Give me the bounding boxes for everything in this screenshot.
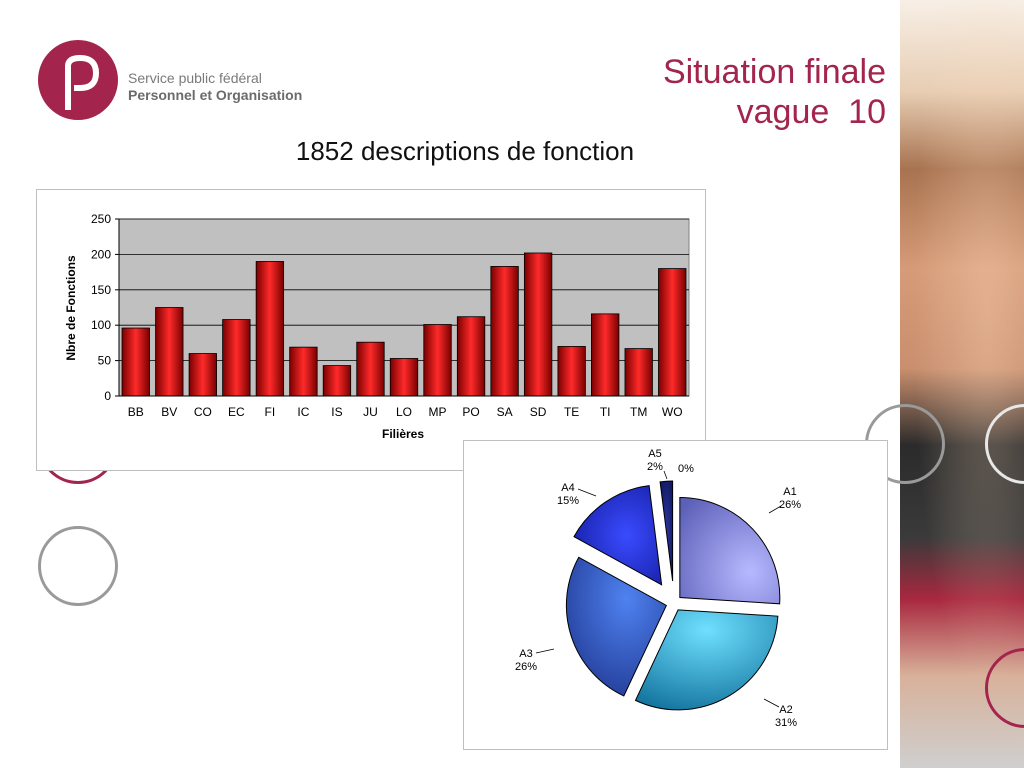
bar-PO <box>456 316 486 397</box>
x-tick-label: TE <box>564 405 579 419</box>
bar-EC <box>222 319 251 397</box>
pie-percent: 31% <box>775 717 797 729</box>
y-tick-label: 100 <box>91 318 111 332</box>
y-tick-label: 0 <box>104 389 111 403</box>
x-tick-label: JU <box>363 405 378 419</box>
x-tick-label: TI <box>600 405 611 419</box>
person-photo <box>900 0 1024 768</box>
bar-FI <box>255 261 285 397</box>
bar-BB <box>121 327 150 397</box>
y-tick-label: 250 <box>91 212 111 226</box>
decor-circle-gray <box>38 526 118 606</box>
x-tick-label: EC <box>228 405 245 419</box>
pie-percent: 26% <box>515 661 537 673</box>
logo-p-icon <box>38 40 118 120</box>
x-tick-label: CO <box>194 405 212 419</box>
x-tick-label: IC <box>297 405 309 419</box>
pie-label: A4 <box>561 482 574 494</box>
pie-label: A3 <box>519 648 532 660</box>
x-tick-label: BV <box>161 405 177 419</box>
pie-label: A5 <box>648 448 661 460</box>
x-tick-label: IS <box>331 405 342 419</box>
pie-slice-A3 <box>565 556 668 697</box>
pie-percent: 15% <box>557 495 579 507</box>
bar-SA <box>490 266 519 397</box>
logo-line1: Service public fédéral <box>128 70 262 86</box>
bar-chart: 0 50 100 150 200 250 BB BV CO EC FI IC IS JU LO MP PO SA S… <box>64 212 690 441</box>
x-tick-label: FI <box>265 405 276 419</box>
x-tick-label: LO <box>396 405 412 419</box>
y-axis-label: Nbre de Fonctions <box>64 255 78 361</box>
page-subtitle: 1852 descriptions de fonction <box>295 136 635 166</box>
pie-label: A2 <box>779 704 792 716</box>
bar-SD <box>523 252 553 397</box>
logo-line2: Personnel et Organisation <box>128 87 303 103</box>
pie-slice-A1 <box>679 497 781 605</box>
pie-leader-line <box>663 470 668 480</box>
bar-MP <box>423 324 452 397</box>
pie-chart-frame: A1 26% A2 31% A3 26% A4 15% A5 2% 0% <box>463 440 888 750</box>
title-line1: Situation finale <box>662 53 886 91</box>
y-tick-label: 50 <box>98 354 112 368</box>
bar-TI <box>591 313 620 397</box>
x-tick-label: BB <box>128 405 144 419</box>
bar-TE <box>557 346 586 397</box>
title-line2: vague 10 <box>736 93 886 131</box>
x-tick-label: MP <box>429 405 447 419</box>
pie-slice-A2 <box>634 609 779 711</box>
y-tick-label: 150 <box>91 283 111 297</box>
pie-slice-A4 <box>573 485 663 586</box>
x-axis-label: Filières <box>382 427 424 441</box>
bar-IC <box>289 346 318 397</box>
page-title: Situation finale vague 10 <box>663 52 886 132</box>
pie-leader-line <box>763 698 780 708</box>
logo-text: Service public fédéral Personnel et Orga… <box>128 70 302 104</box>
bar-CO <box>188 353 217 397</box>
pie-label: A1 <box>783 486 796 498</box>
x-tick-label: TM <box>630 405 647 419</box>
x-tick-label: SA <box>497 405 513 419</box>
bar-JU <box>356 341 385 397</box>
bar-chart-frame: 0 50 100 150 200 250 BB BV CO EC FI IC IS JU LO MP PO SA S… <box>36 189 706 471</box>
pie-percent: 0% <box>678 463 694 475</box>
pie-leader-line <box>577 488 597 497</box>
bar-BV <box>155 307 184 397</box>
bar-TM <box>624 348 653 397</box>
bar-IS <box>322 365 352 397</box>
pie-slice-A5 <box>659 480 674 582</box>
pie-leader-line <box>535 648 555 654</box>
x-tick-label: WO <box>662 405 683 419</box>
bar-WO <box>658 268 687 397</box>
bar-LO <box>389 358 419 397</box>
pie-percent: 2% <box>647 461 663 473</box>
x-tick-label: PO <box>462 405 479 419</box>
pie-percent: 26% <box>779 499 801 511</box>
y-tick-label: 200 <box>91 247 111 261</box>
x-tick-label: SD <box>530 405 547 419</box>
pie-leader-line <box>768 505 782 514</box>
